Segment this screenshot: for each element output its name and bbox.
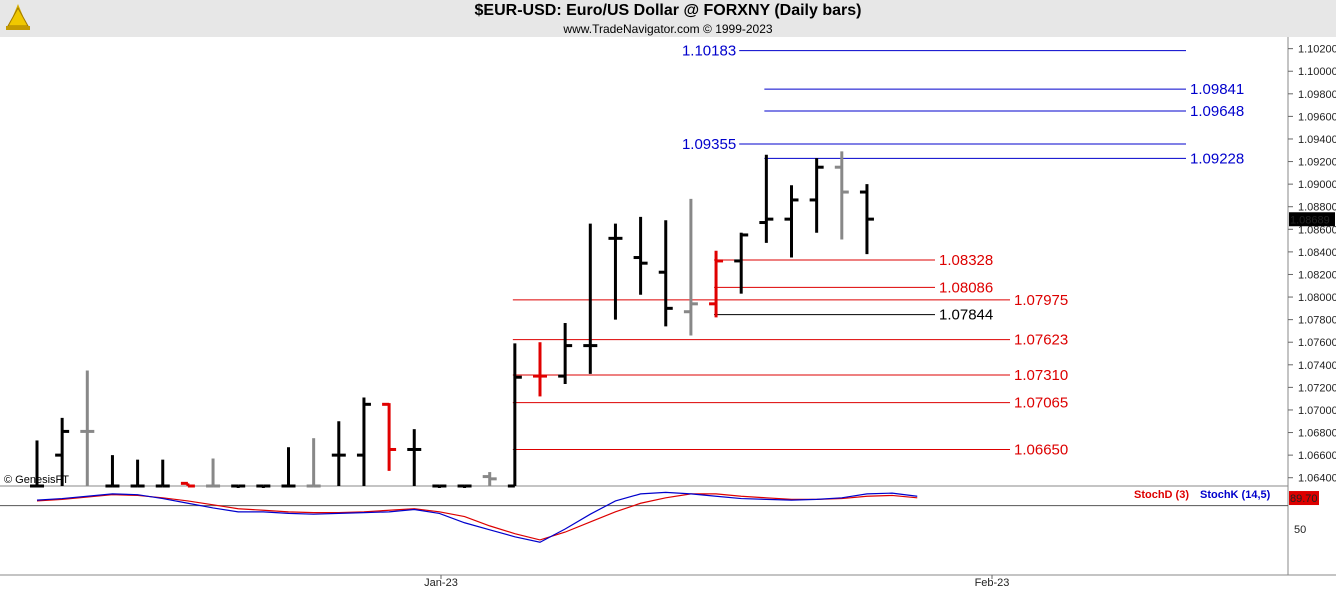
ohlc-bar [558, 323, 573, 384]
price-level-label: 1.09841 [1190, 81, 1244, 98]
price-tick-label: 1.09800 [1298, 89, 1336, 101]
ohlc-bar [533, 342, 547, 397]
price-level-label: 1.07844 [939, 307, 993, 324]
chart-background [0, 37, 1336, 591]
genesis-watermark: © GenesisFT [4, 474, 69, 486]
stoch-series-line [36, 491, 918, 543]
ohlc-bar [507, 343, 522, 488]
ohlc-bar [382, 402, 397, 471]
trade-navigator-logo-icon [2, 2, 34, 34]
price-tick-label: 1.07000 [1298, 405, 1336, 417]
ohlc-bar [709, 250, 724, 318]
price-tick-label: 1.08000 [1298, 292, 1336, 304]
price-tick-label: 1.07400 [1298, 360, 1336, 372]
price-level-label: 1.09648 [1190, 103, 1244, 120]
stoch-last-label: 89.70 [1290, 493, 1318, 505]
last-price-label: 1.08689 [1290, 214, 1330, 226]
price-panel [0, 37, 1336, 591]
ohlc-bar [206, 458, 221, 488]
ohlc-bar [231, 484, 246, 488]
ohlc-bar [55, 417, 70, 486]
stoch-d-legend: StochD (3) [1134, 489, 1189, 501]
price-tick-label: 1.09200 [1298, 157, 1336, 169]
price-tick-label: 1.07800 [1298, 315, 1336, 327]
ohlc-bar [457, 484, 472, 488]
price-level-label: 1.07065 [1014, 395, 1068, 412]
ohlc-bar [784, 185, 799, 258]
ohlc-bar [407, 429, 422, 486]
price-tick-label: 1.10200 [1298, 44, 1336, 56]
stoch-last-box [1289, 491, 1319, 506]
date-tick-label: Feb-23 [975, 577, 1010, 589]
price-tick-label: 1.07200 [1298, 382, 1336, 394]
date-axis: Jan-23 Feb-23 [424, 575, 1009, 589]
ohlc-bar [734, 232, 749, 294]
price-tick-label: 1.09600 [1298, 111, 1336, 123]
stoch-series-line [36, 493, 918, 541]
ohlc-bar [331, 421, 346, 486]
ohlc-bar [256, 484, 271, 488]
stochastic-panel: 50 89.70 [0, 491, 1319, 543]
price-tick-label: 1.08400 [1298, 247, 1336, 259]
price-tick-label: 1.08200 [1298, 269, 1336, 281]
price-level-label: 1.08328 [939, 252, 993, 269]
price-tick-label: 1.06800 [1298, 428, 1336, 440]
ohlc-bar [608, 223, 623, 320]
price-levels: 1.10183 1.09841 1.09648 1.09355 1.09228 1.083… [512, 43, 1244, 458]
chart-subtitle: www.TradeNavigator.com © 1999-2023 [563, 22, 773, 36]
ohlc-bar [482, 472, 497, 486]
ohlc-bar [180, 481, 195, 488]
ohlc-bar [155, 459, 170, 488]
ohlc-bar [356, 397, 371, 486]
ohlc-bar [583, 223, 598, 374]
price-tick-label: 1.09000 [1298, 179, 1336, 191]
price-axis: 1.10200 1.10000 1.09800 1.09600 1.09400 1.092… [1288, 44, 1336, 485]
ohlc-bar [432, 484, 447, 488]
ohlc-bar [30, 440, 44, 488]
price-level-label: 1.10183 [682, 43, 736, 60]
ohlc-bar [80, 370, 95, 486]
last-price-box [1289, 212, 1335, 227]
price-level-label: 1.08086 [939, 279, 993, 296]
price-level-label: 1.09228 [1190, 150, 1244, 167]
ohlc-bar [809, 158, 824, 233]
stoch-k-legend: StochK (14,5) [1200, 489, 1271, 501]
ohlc-bar [834, 151, 849, 240]
price-level-label: 1.09355 [682, 136, 736, 153]
ohlc-bar [633, 216, 648, 295]
price-tick-label: 1.08600 [1298, 224, 1336, 236]
price-tick-label: 1.07600 [1298, 337, 1336, 349]
price-tick-label: 1.10000 [1298, 66, 1336, 78]
ohlc-bar [658, 220, 673, 327]
price-level-label: 1.07623 [1014, 332, 1068, 349]
price-level-label: 1.07310 [1014, 367, 1068, 384]
ohlc-bar [105, 455, 120, 488]
ohlc-bar [281, 447, 296, 488]
price-level-label: 1.07975 [1014, 292, 1068, 309]
ohlc-bar [306, 438, 321, 488]
ohlc-bar [130, 459, 145, 488]
chart-header [0, 0, 1336, 37]
ohlc-bar [683, 198, 698, 336]
date-tick-label: Jan-23 [424, 577, 458, 589]
ohlc-bar [859, 184, 874, 255]
price-level-label: 1.06650 [1014, 441, 1068, 458]
stoch-tick-label: 50 [1294, 524, 1306, 536]
price-tick-label: 1.06400 [1298, 473, 1336, 485]
ohlc-bars [30, 151, 874, 488]
price-tick-label: 1.09400 [1298, 134, 1336, 146]
price-tick-label: 1.08800 [1298, 202, 1336, 214]
price-tick-label: 1.06600 [1298, 450, 1336, 462]
chart-title: $EUR-USD: Euro/US Dollar @ FORXNY (Daily… [474, 2, 862, 19]
ohlc-bar [759, 154, 774, 243]
